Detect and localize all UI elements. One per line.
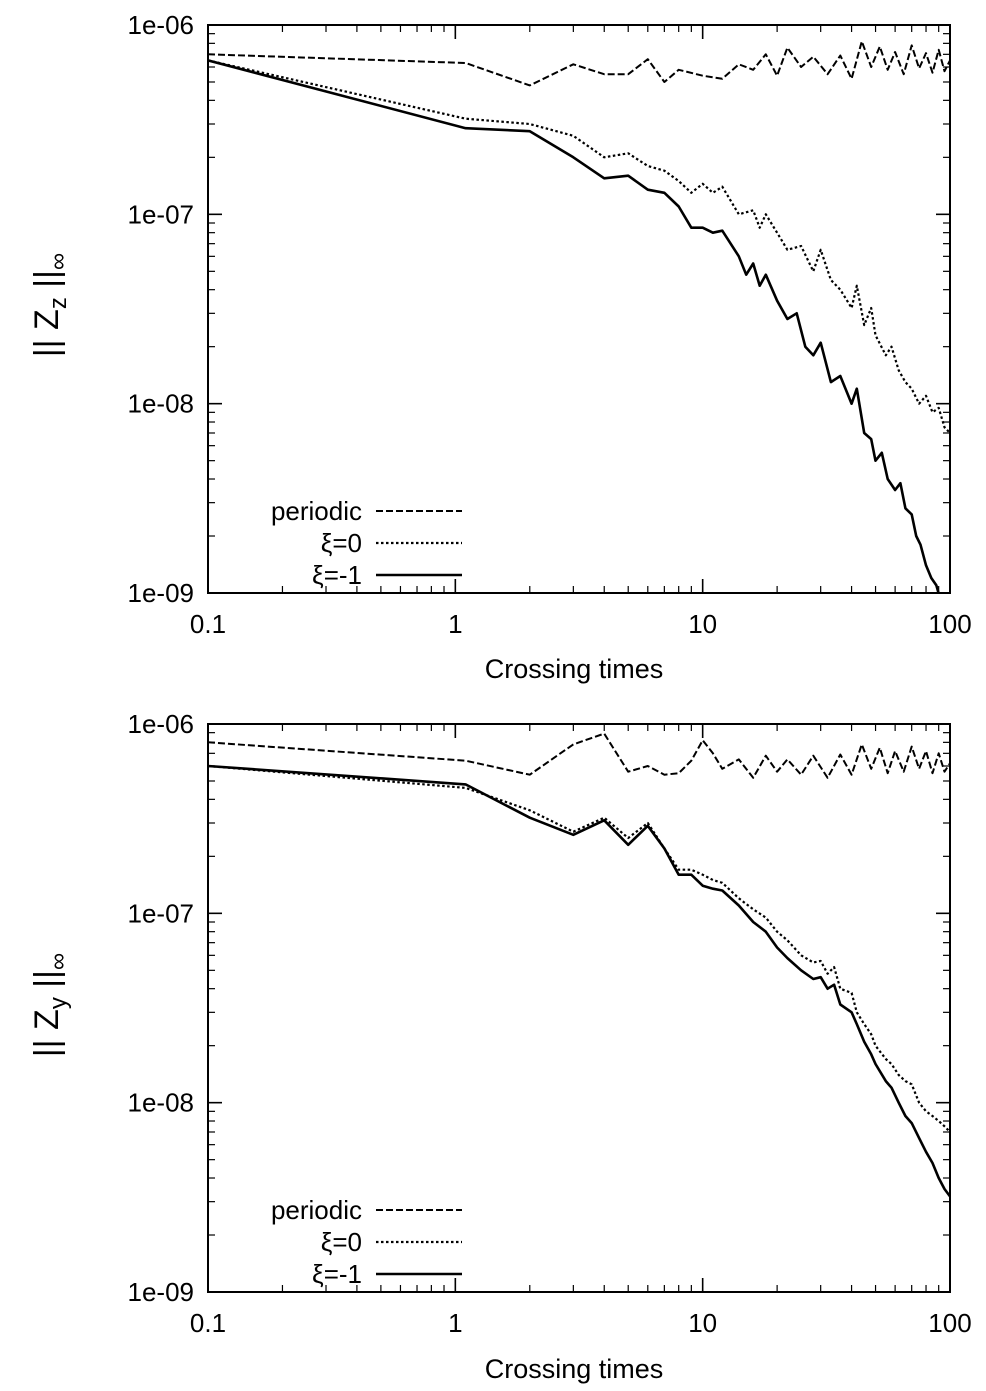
chart-panel-bottom: 0.1 1 10 100 1e-06 1e-07 1e-08 1e-09 Crossing t… <box>28 709 972 1384</box>
series-line-dashed <box>208 40 950 87</box>
x-tick-label: 1 <box>448 1308 462 1338</box>
x-tick-label: 100 <box>928 609 971 639</box>
axis-ticks <box>207 723 951 1293</box>
series-group <box>208 732 950 1198</box>
axis-ticks <box>207 24 951 594</box>
series-line-dotted <box>208 764 950 1133</box>
y-tick-label: 1e-08 <box>128 1088 195 1118</box>
y-tick-label: 1e-07 <box>128 898 195 928</box>
series-line-solid <box>208 59 940 593</box>
legend-label: periodic <box>271 1195 362 1225</box>
x-axis-label: Crossing times <box>485 1354 664 1384</box>
x-tick-label: 100 <box>928 1308 971 1338</box>
plot-frame <box>207 24 951 594</box>
y-tick-label: 1e-06 <box>128 10 195 40</box>
x-tick-label: 0.1 <box>190 609 226 639</box>
y-tick-label: 1e-09 <box>128 1277 195 1307</box>
y-tick-label: 1e-07 <box>128 199 195 229</box>
y-axis-label: || Zy ||∞ <box>28 953 72 1057</box>
chart-panel-top: 0.1 1 10 100 1e-06 1e-07 1e-08 1e-09 Crossing t… <box>28 10 972 684</box>
x-tick-label: 1 <box>448 609 462 639</box>
y-axis-label: || Zz ||∞ <box>28 253 72 357</box>
x-axis-label: Crossing times <box>485 654 664 684</box>
series-line-solid <box>208 764 950 1198</box>
legend-label: ξ=-1 <box>312 560 362 590</box>
y-tick-label: 1e-06 <box>128 709 195 739</box>
legend-label: ξ=0 <box>321 528 362 558</box>
x-tick-label: 10 <box>688 1308 717 1338</box>
y-tick-label: 1e-09 <box>128 578 195 608</box>
legend-label: ξ=0 <box>321 1227 362 1257</box>
series-line-dotted <box>208 59 950 434</box>
x-tick-label: 10 <box>688 609 717 639</box>
series-group <box>208 40 950 593</box>
legend-label: periodic <box>271 496 362 526</box>
series-line-dashed <box>208 732 950 779</box>
x-tick-label: 0.1 <box>190 1308 226 1338</box>
y-tick-label: 1e-08 <box>128 389 195 419</box>
plot-frame <box>207 723 951 1293</box>
tick-labels: 0.1 1 10 100 1e-06 1e-07 1e-08 1e-09 <box>128 10 972 639</box>
tick-labels: 0.1 1 10 100 1e-06 1e-07 1e-08 1e-09 <box>128 709 972 1338</box>
legend-label: ξ=-1 <box>312 1259 362 1289</box>
